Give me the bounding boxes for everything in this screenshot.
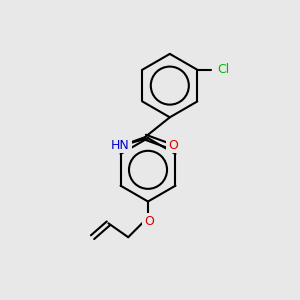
Text: HN: HN: [111, 139, 130, 152]
Text: O: O: [168, 139, 178, 152]
Text: Cl: Cl: [217, 63, 229, 76]
Text: O: O: [144, 215, 154, 228]
